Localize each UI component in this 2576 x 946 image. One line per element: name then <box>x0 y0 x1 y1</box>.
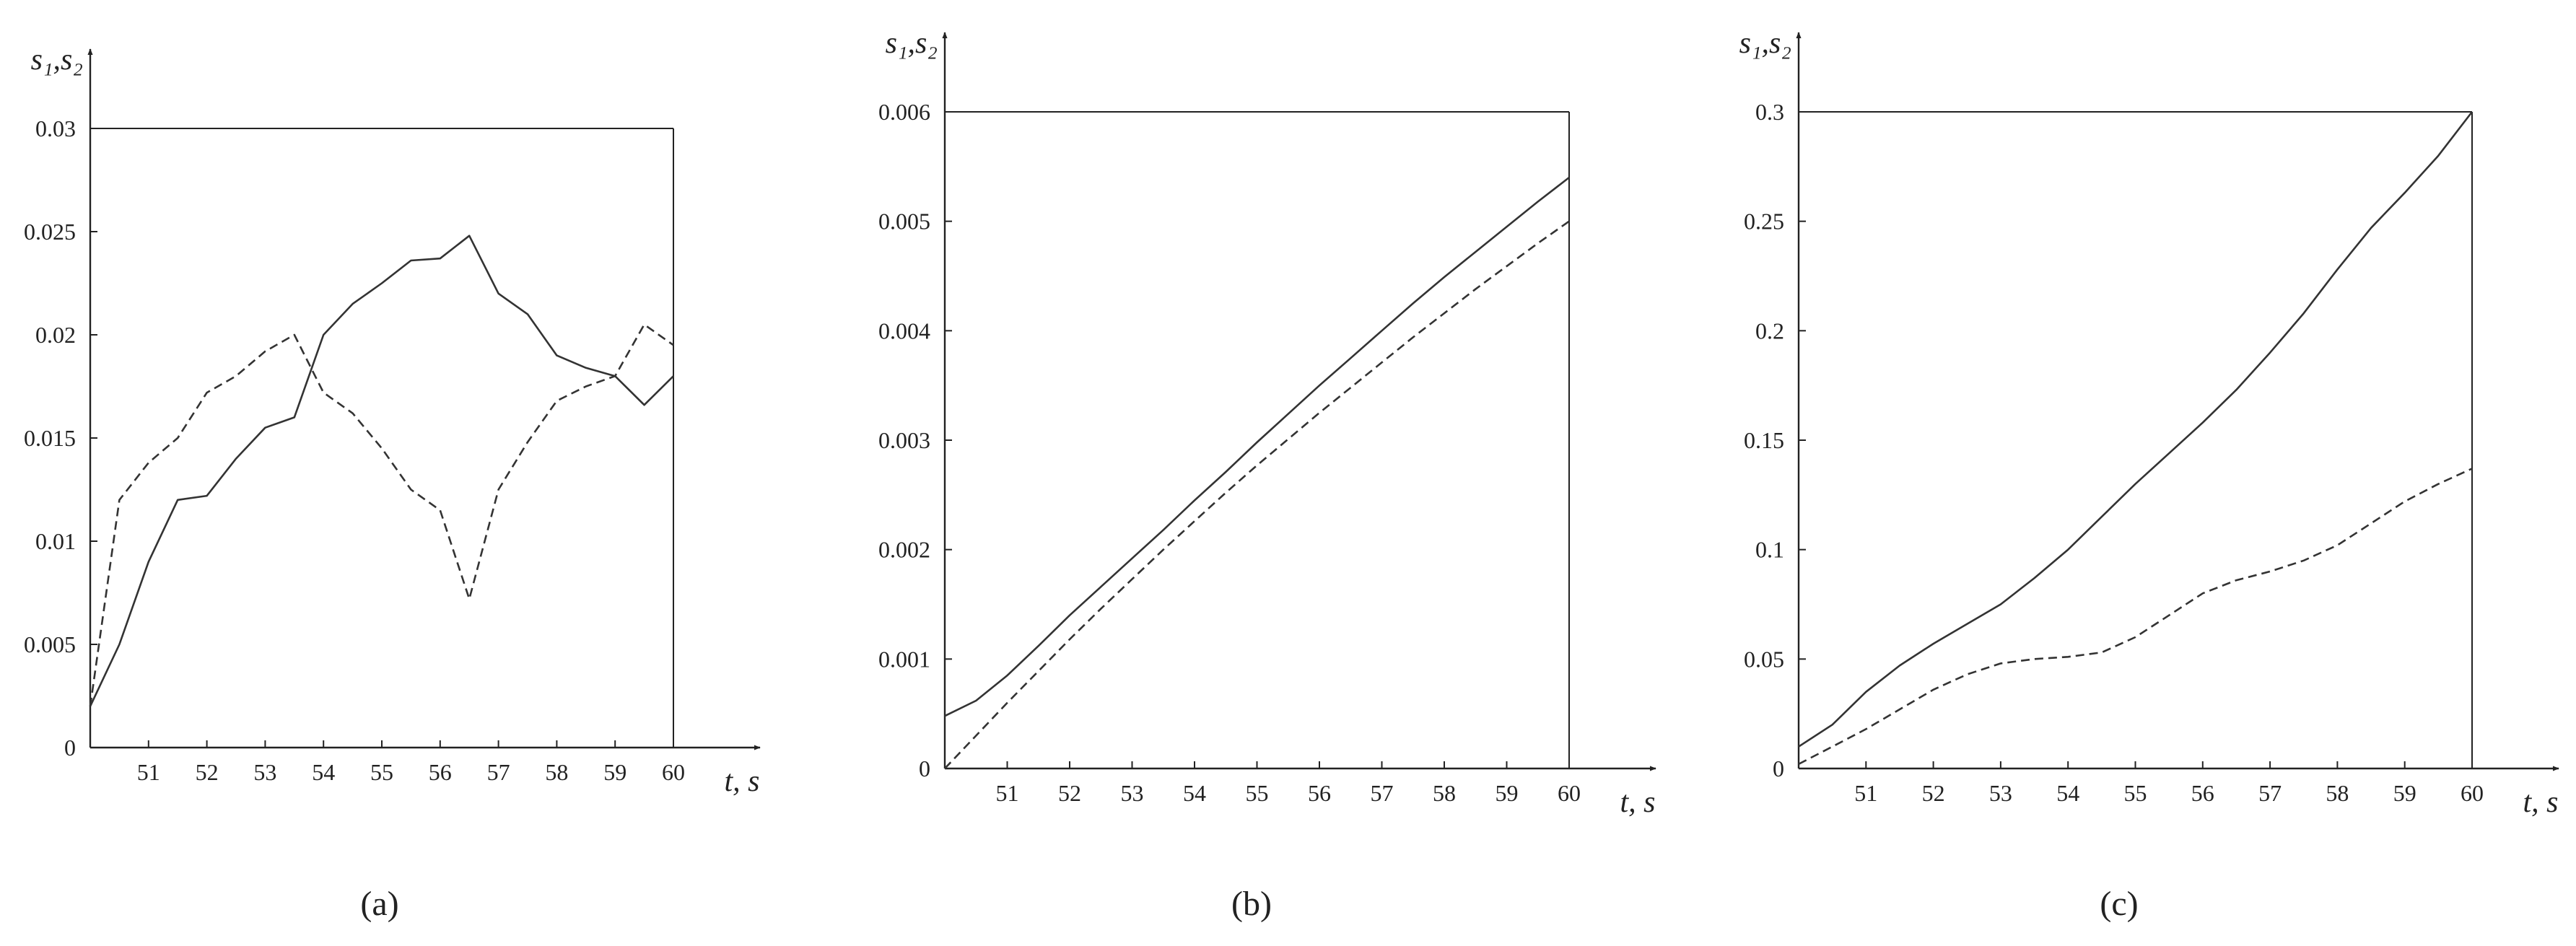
y-tick-label: 0.005 <box>24 631 76 657</box>
y-axis-label: s₁,s₂ <box>1739 27 1791 60</box>
x-axis-label: t, s <box>1620 786 1655 819</box>
panel-caption: (a) <box>360 885 398 923</box>
x-tick-label: 59 <box>2393 780 2416 806</box>
data-line <box>1798 111 2474 748</box>
x-tick-label: 52 <box>1922 780 1945 806</box>
x-tick-label: 57 <box>1371 780 1394 806</box>
y-tick-label: 0.25 <box>1744 209 1784 235</box>
x-tick-label: 52 <box>1058 780 1081 806</box>
y-tick-label: 0.001 <box>878 646 930 672</box>
x-tick-label: 51 <box>137 759 160 785</box>
x-tick-label: 55 <box>2124 780 2147 806</box>
x-tick-label: 59 <box>603 759 626 785</box>
y-tick-label: 0.002 <box>878 537 930 563</box>
y-tick-label: 0.005 <box>878 209 930 235</box>
panel: s₁,s₂ t, s 0 0.05 0.1 0.15 0.2 0.25 0.3 51 52 53 54 5… <box>1739 27 2559 923</box>
panel-caption: (c) <box>2100 885 2138 923</box>
x-tick-label: 56 <box>2191 780 2214 806</box>
x-axis-label: t, s <box>724 765 759 798</box>
y-tick-label: 0.025 <box>24 219 76 245</box>
x-tick-label: 54 <box>2056 780 2079 806</box>
x-tick-label: 54 <box>1183 780 1206 806</box>
y-tick-label: 0.3 <box>1755 99 1784 125</box>
x-tick-label: 57 <box>487 759 510 785</box>
x-tick-label: 60 <box>1558 780 1581 806</box>
y-tick-label: 0.004 <box>878 317 930 343</box>
x-tick-label: 51 <box>1854 780 1877 806</box>
x-tick-label: 54 <box>312 759 335 785</box>
data-line <box>89 323 674 706</box>
y-tick-label: 0.03 <box>35 115 76 141</box>
y-tick-label: 0 <box>64 735 76 761</box>
y-tick-label: 0.1 <box>1755 537 1784 563</box>
y-tick-label: 0 <box>919 756 930 781</box>
x-tick-label: 55 <box>370 759 393 785</box>
y-tick-label: 0 <box>1773 756 1784 781</box>
x-tick-label: 59 <box>1496 780 1519 806</box>
y-axis-label: s₁,s₂ <box>31 43 83 76</box>
y-tick-label: 0.006 <box>878 99 930 125</box>
y-tick-label: 0.05 <box>1744 646 1784 672</box>
y-tick-label: 0.015 <box>24 425 76 451</box>
x-tick-label: 58 <box>1433 780 1456 806</box>
x-tick-label: 53 <box>253 759 276 785</box>
x-tick-label: 58 <box>545 759 568 785</box>
x-tick-label: 56 <box>429 759 452 785</box>
x-axis-label: t, s <box>2523 786 2558 819</box>
x-tick-label: 60 <box>2461 780 2484 806</box>
x-tick-label: 53 <box>1121 780 1144 806</box>
x-tick-label: 58 <box>2326 780 2349 806</box>
data-line <box>89 235 674 707</box>
y-tick-label: 0.003 <box>878 427 930 453</box>
panel: s₁,s₂ t, s 0 0.005 0.01 0.015 0.02 0.025 0.03 51 5… <box>24 43 761 923</box>
x-tick-label: 51 <box>996 780 1019 806</box>
x-tick-label: 55 <box>1246 780 1269 806</box>
data-line <box>1798 468 2473 766</box>
y-tick-label: 0.15 <box>1744 427 1784 453</box>
x-tick-label: 52 <box>196 759 219 785</box>
data-line <box>944 220 1570 769</box>
panel: s₁,s₂ t, s 0 0.001 0.002 0.003 0.004 0.005 0.006… <box>878 27 1656 923</box>
x-tick-label: 60 <box>662 759 685 785</box>
y-axis-label: s₁,s₂ <box>886 27 938 60</box>
y-tick-label: 0.01 <box>35 528 76 554</box>
x-tick-label: 53 <box>1989 780 2012 806</box>
x-tick-label: 56 <box>1308 780 1331 806</box>
data-line <box>944 176 1570 717</box>
y-tick-label: 0.02 <box>35 322 76 348</box>
x-tick-label: 57 <box>2258 780 2282 806</box>
panel-caption: (b) <box>1231 885 1272 923</box>
y-tick-label: 0.2 <box>1755 317 1784 343</box>
